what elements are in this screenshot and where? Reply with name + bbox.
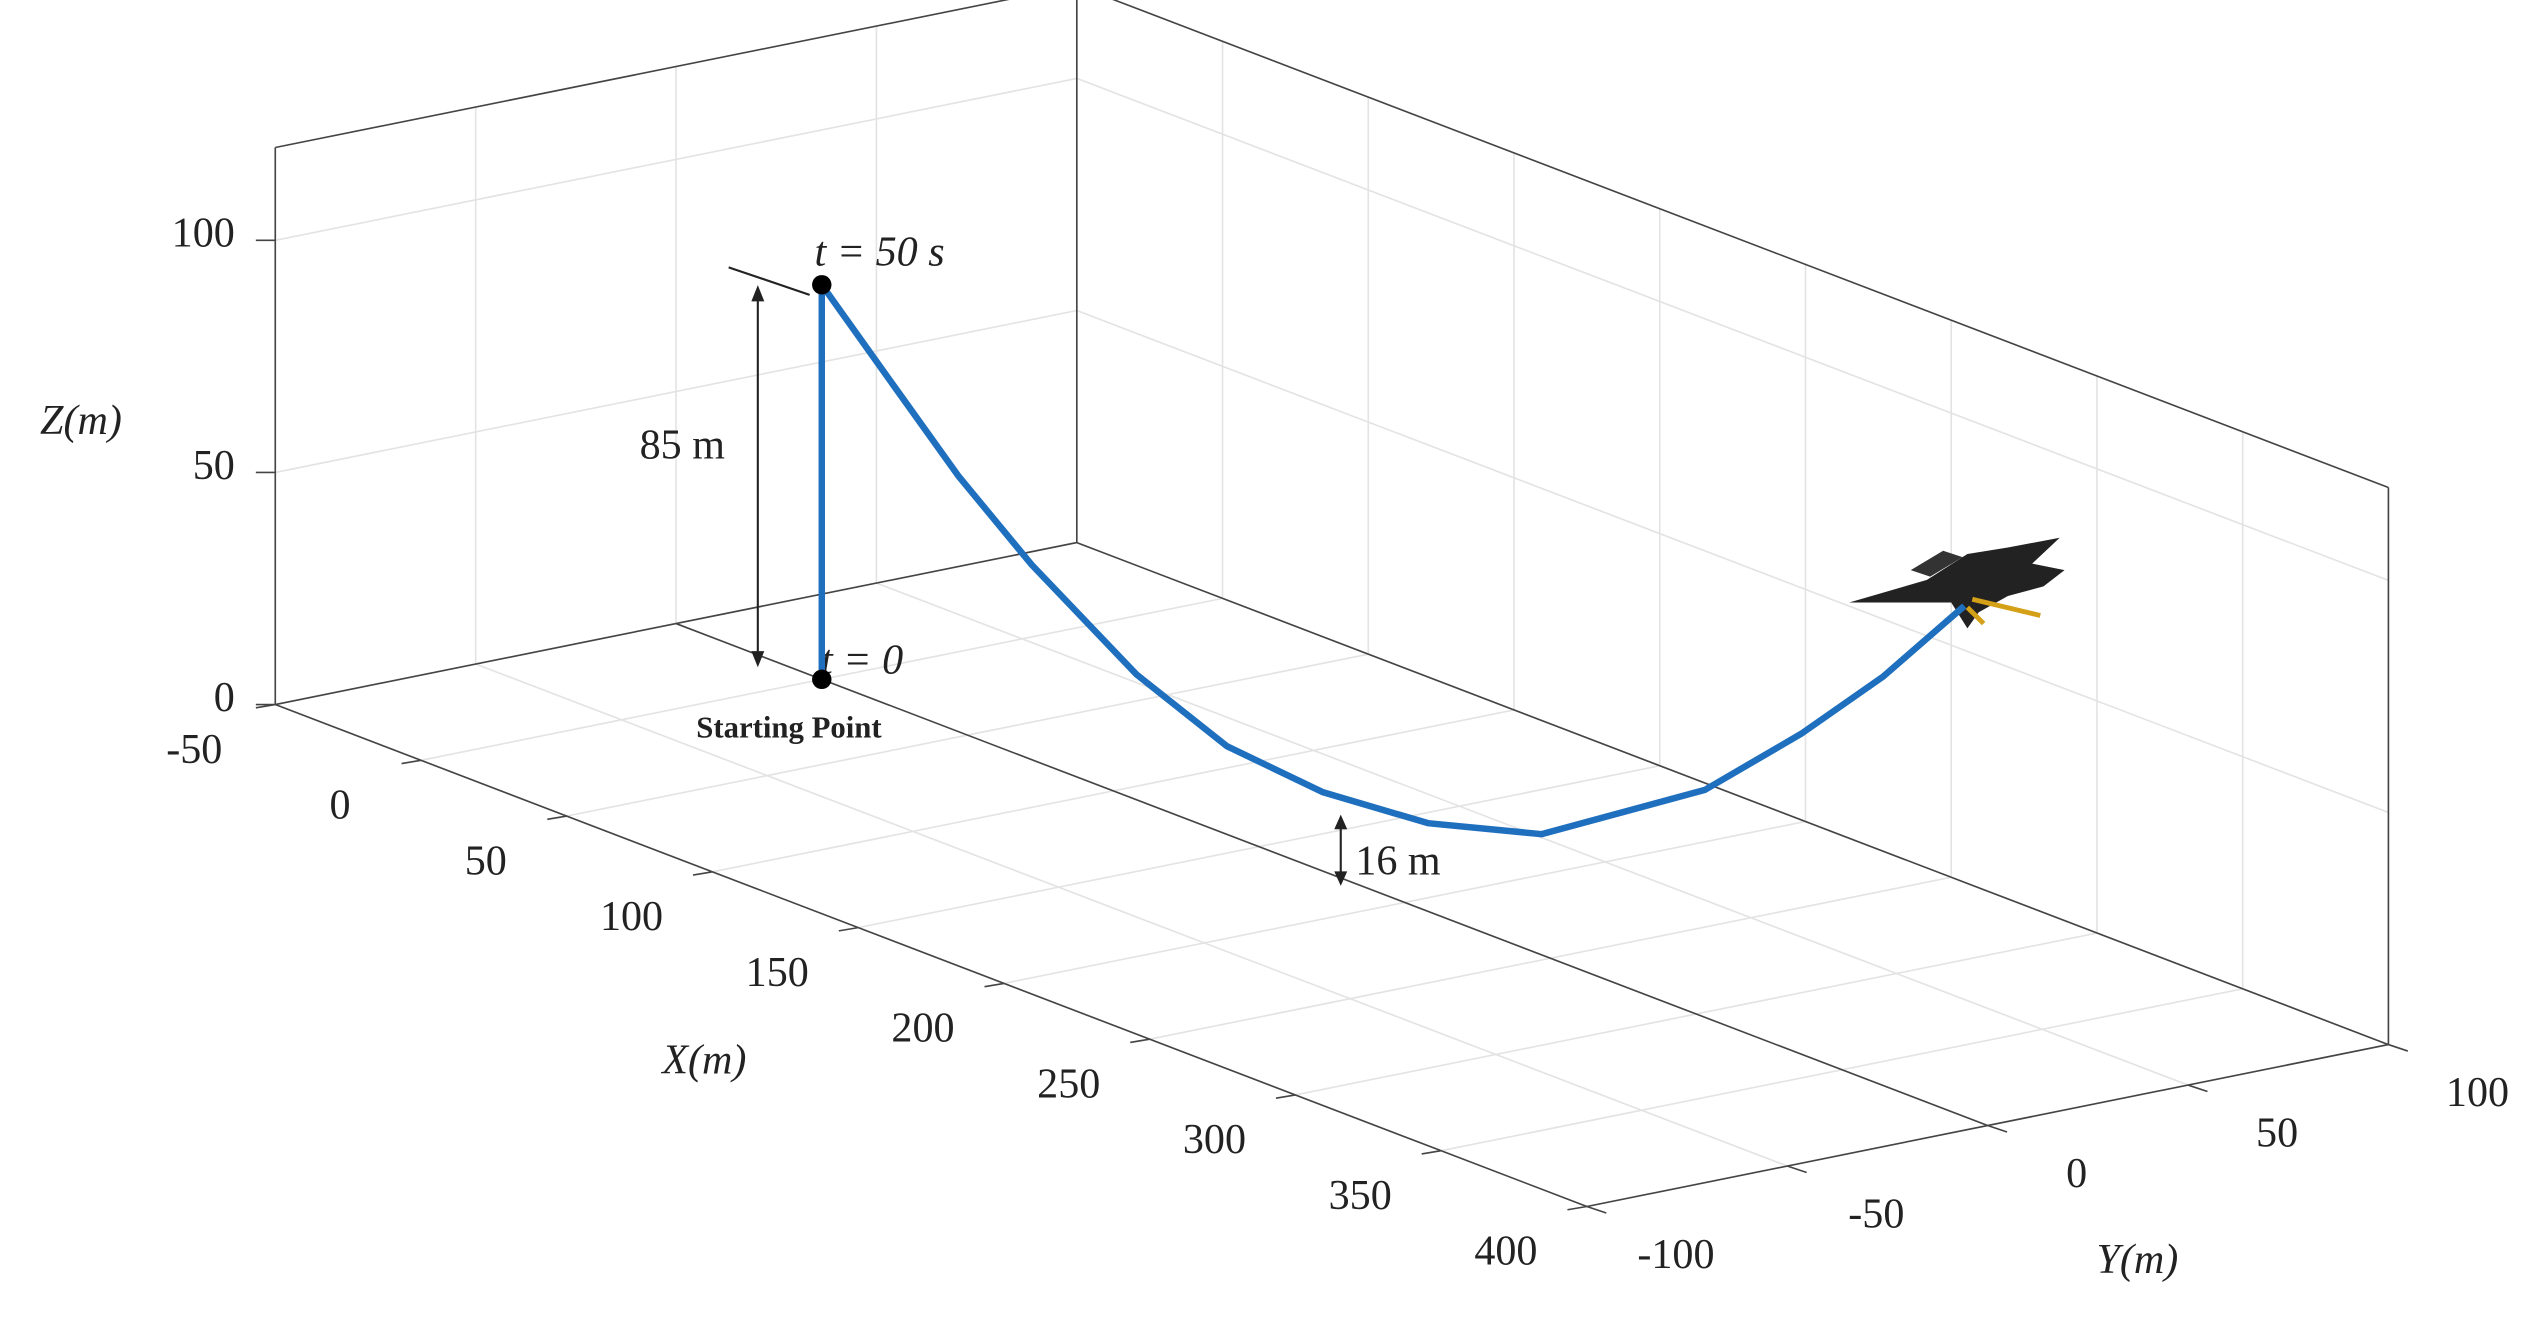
tick-mark [1586,1205,1607,1214]
grid-line [275,77,1077,242]
y-tick-label: 100 [2446,1069,2509,1116]
box-edge [275,0,1010,149]
grid-line [1076,309,2389,814]
z-tick-label: 100 [172,210,235,257]
x-tick-label: 150 [746,949,809,996]
grid-line [275,309,1077,474]
tick-mark [1567,1205,1588,1211]
z-tick-label: 50 [193,442,235,489]
tick-mark [1421,1149,1442,1155]
tick-mark [1787,1165,1807,1174]
tick-mark [2388,1043,2409,1052]
box-edge [1112,0,2389,489]
x-tick-label: 350 [1329,1172,1392,1219]
x-tick-label: 100 [600,893,663,940]
x-tick-label: 50 [465,837,507,884]
tick-mark [547,815,567,821]
reference-line [675,622,1988,1127]
point-marker [812,275,832,295]
x-tick-label: 200 [891,1005,954,1052]
x-tick-label: 250 [1037,1060,1100,1107]
tick-mark [1275,1094,1296,1099]
y-axis-label: Y(m) [2096,1236,2178,1283]
annotation: 16 m [1355,837,1441,884]
x-axis-label: X(m) [660,1037,746,1084]
box-edge [274,703,1588,1208]
tick-mark [692,871,713,876]
point-marker [812,669,832,690]
grid-line [1076,77,2389,582]
tick-mark [401,759,422,765]
box-edge [1076,541,2389,1046]
annotation: Starting Point [696,711,882,745]
grid-line [475,663,1788,1167]
x-tick-label: 300 [1183,1116,1246,1163]
y-tick-label: 50 [2256,1110,2298,1157]
x-tick-label: -50 [166,726,222,773]
dimension-arrows [728,266,1348,886]
drone-icon [1849,537,2065,629]
annotation: t = 0 [821,637,903,684]
tick-mark [984,982,1005,988]
tick-mark [838,926,859,932]
z-tick-label: 0 [214,674,235,721]
y-tick-label: -50 [1848,1190,1904,1237]
y-tick-label: 0 [2066,1150,2087,1197]
x-tick-label: 400 [1474,1228,1537,1275]
x-tick-label: 0 [330,782,351,829]
tick-mark [1987,1124,2008,1133]
z-axis-label: Z(m) [40,397,122,444]
tick-mark [1130,1038,1150,1044]
trajectory [818,281,1967,838]
annotation: 85 m [640,421,726,468]
axes: -50 0 50 100 150 200 250 300 350 400 -100 -50 0 50 100… [166,0,2509,1278]
annotation: t = 50 s [814,229,944,276]
tick-mark [2187,1084,2208,1093]
y-tick-label: -100 [1637,1231,1714,1278]
